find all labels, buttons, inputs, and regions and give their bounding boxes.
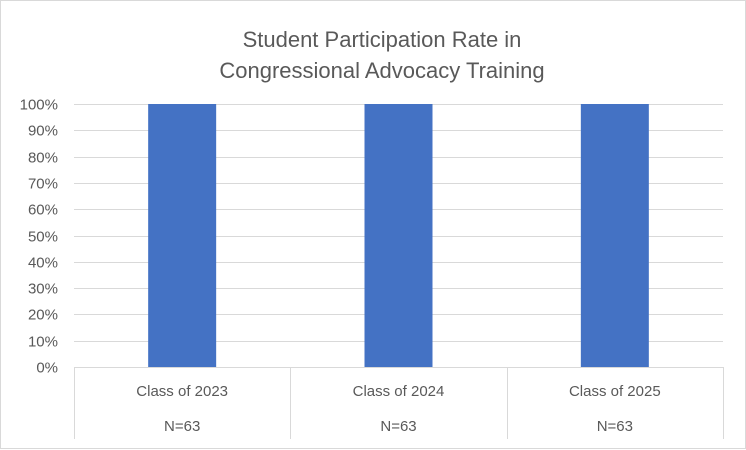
y-tick-label-100: 100% xyxy=(20,97,58,114)
category-label: Class of 2024 xyxy=(353,383,445,400)
category-sample-size: N=63 xyxy=(380,418,416,435)
y-tick-label-70: 70% xyxy=(28,176,58,193)
chart-title-line-1: Student Participation Rate in xyxy=(243,27,522,52)
bar-class-of-2023 xyxy=(148,104,217,367)
y-tick-label-30: 30% xyxy=(28,281,58,298)
y-tick-label-10: 10% xyxy=(28,334,58,351)
bar-class-of-2025 xyxy=(580,104,649,367)
bar-class-of-2024 xyxy=(364,104,433,367)
y-tick-label-0: 0% xyxy=(36,360,58,377)
y-tick-label-50: 50% xyxy=(28,229,58,246)
y-tick-label-80: 80% xyxy=(28,150,58,167)
category-label: Class of 2025 xyxy=(569,383,661,400)
chart-title-line-2: Congressional Advocacy Training xyxy=(219,58,544,83)
y-tick-label-60: 60% xyxy=(28,202,58,219)
y-tick-label-40: 40% xyxy=(28,255,58,272)
y-tick-label-90: 90% xyxy=(28,123,58,140)
y-tick-label-20: 20% xyxy=(28,307,58,324)
category-sample-size: N=63 xyxy=(164,418,200,435)
category-label: Class of 2023 xyxy=(136,383,228,400)
category-sample-size: N=63 xyxy=(597,418,633,435)
